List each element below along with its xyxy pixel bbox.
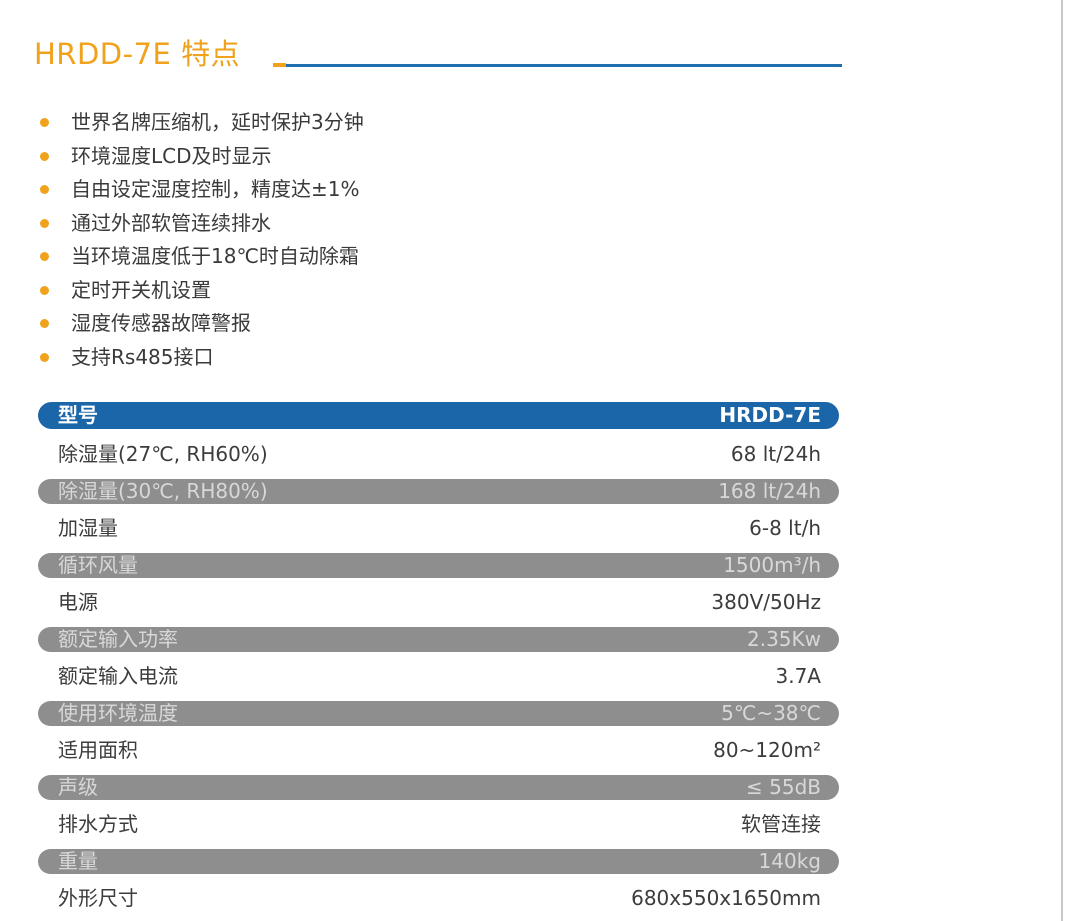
feature-list: 世界名牌压缩机，延时保护3分钟 环境湿度LCD及时显示 自由设定湿度控制，精度达…: [40, 106, 364, 374]
spec-value: 168 lt/24h: [718, 479, 821, 503]
spec-value: 3.7A: [775, 664, 822, 688]
bullet-dot-icon: [40, 118, 49, 127]
spec-value: 380V/50Hz: [711, 590, 821, 614]
spec-label: 除湿量(27℃, RH60%): [58, 442, 268, 466]
spec-row: 额定输入电流 3.7A: [38, 658, 839, 695]
spec-table: 型号 HRDD-7E 除湿量(27℃, RH60%) 68 lt/24h 除湿量…: [38, 399, 839, 917]
spec-label: 加湿量: [58, 516, 118, 540]
spec-row: 额定输入功率 2.35Kw: [38, 621, 839, 658]
title-accent-mark: [273, 63, 286, 67]
feature-text: 自由设定湿度控制，精度达±1%: [71, 177, 360, 201]
spec-value: 140kg: [758, 849, 821, 873]
spec-value: 1500m³/h: [723, 553, 821, 577]
spec-value: 软管连接: [741, 812, 821, 836]
spec-value: 5℃~38℃: [721, 701, 821, 725]
row-shade-bar: [38, 479, 839, 504]
spec-row: 适用面积 80~120m²: [38, 732, 839, 769]
spec-label: 适用面积: [58, 738, 138, 762]
spec-row: 外形尺寸 680x550x1650mm: [38, 880, 839, 917]
spec-value: 80~120m²: [713, 738, 821, 762]
bullet-dot-icon: [40, 285, 49, 295]
spec-row: 重量 140kg: [38, 843, 839, 880]
spec-label: 外形尺寸: [58, 886, 138, 910]
spec-label: 排水方式: [58, 812, 138, 836]
feature-text: 湿度传感器故障警报: [71, 311, 251, 335]
spec-value: 2.35Kw: [746, 627, 821, 651]
row-shade-bar: [38, 553, 839, 578]
spec-value: 68 lt/24h: [730, 442, 821, 466]
row-shade-bar: [38, 627, 839, 652]
feature-item: 定时开关机设置: [40, 274, 364, 308]
spec-label: 额定输入功率: [58, 627, 178, 651]
spec-row: 声级 ≤ 55dB: [38, 769, 839, 806]
section-header: HRDD-7E 特点: [34, 34, 842, 74]
spec-label: 重量: [58, 849, 98, 873]
spec-row: 加湿量 6-8 lt/h: [38, 510, 839, 547]
feature-text: 定时开关机设置: [71, 277, 211, 302]
feature-text: 世界名牌压缩机，延时保护3分钟: [71, 110, 364, 134]
spec-label: 使用环境温度: [58, 701, 178, 725]
row-shade-bar: [38, 775, 839, 800]
spec-value: 6-8 lt/h: [749, 516, 821, 540]
spec-label: 声级: [58, 775, 98, 799]
spec-value: 680x550x1650mm: [631, 886, 821, 910]
row-shade-bar: [38, 701, 839, 726]
spec-row: 排水方式 软管连接: [38, 806, 839, 843]
feature-item: 世界名牌压缩机，延时保护3分钟: [40, 106, 364, 140]
bullet-dot-icon: [40, 151, 49, 161]
spec-label: 电源: [58, 590, 98, 614]
feature-text: 当环境温度低于18℃时自动除霜: [71, 244, 359, 268]
feature-item: 支持Rs485接口: [40, 341, 364, 375]
feature-text: 支持Rs485接口: [71, 344, 214, 369]
header-bar: [38, 402, 839, 429]
feature-item: 湿度传感器故障警报: [40, 307, 364, 341]
feature-item: 通过外部软管连续排水: [40, 207, 364, 241]
spec-header-label: 型号: [58, 403, 98, 427]
title-underline: [286, 64, 842, 67]
feature-text: 环境湿度LCD及时显示: [71, 143, 272, 168]
feature-text: 通过外部软管连续排水: [71, 210, 271, 235]
bullet-dot-icon: [40, 185, 49, 194]
bullet-dot-icon: [40, 218, 49, 228]
row-shade-bar: [38, 849, 839, 874]
page-edge-divider: [1061, 0, 1063, 921]
spec-row: 除湿量(30℃, RH80%) 168 lt/24h: [38, 473, 839, 510]
bullet-dot-icon: [40, 352, 49, 362]
bullet-dot-icon: [40, 252, 49, 261]
spec-header-value: HRDD-7E: [719, 403, 821, 427]
spec-label: 额定输入电流: [58, 664, 178, 688]
bullet-dot-icon: [40, 319, 49, 328]
spec-row: 电源 380V/50Hz: [38, 584, 839, 621]
spec-value: ≤ 55dB: [746, 775, 821, 799]
spec-header-row: 型号 HRDD-7E: [38, 399, 839, 436]
spec-label: 循环风量: [58, 553, 138, 577]
feature-item: 自由设定湿度控制，精度达±1%: [40, 173, 364, 207]
spec-row: 循环风量 1500m³/h: [38, 547, 839, 584]
spec-row: 使用环境温度 5℃~38℃: [38, 695, 839, 732]
page-title: HRDD-7E 特点: [34, 37, 241, 71]
spec-label: 除湿量(30℃, RH80%): [58, 479, 268, 503]
spec-row: 除湿量(27℃, RH60%) 68 lt/24h: [38, 436, 839, 473]
feature-item: 当环境温度低于18℃时自动除霜: [40, 240, 364, 274]
feature-item: 环境湿度LCD及时显示: [40, 140, 364, 174]
